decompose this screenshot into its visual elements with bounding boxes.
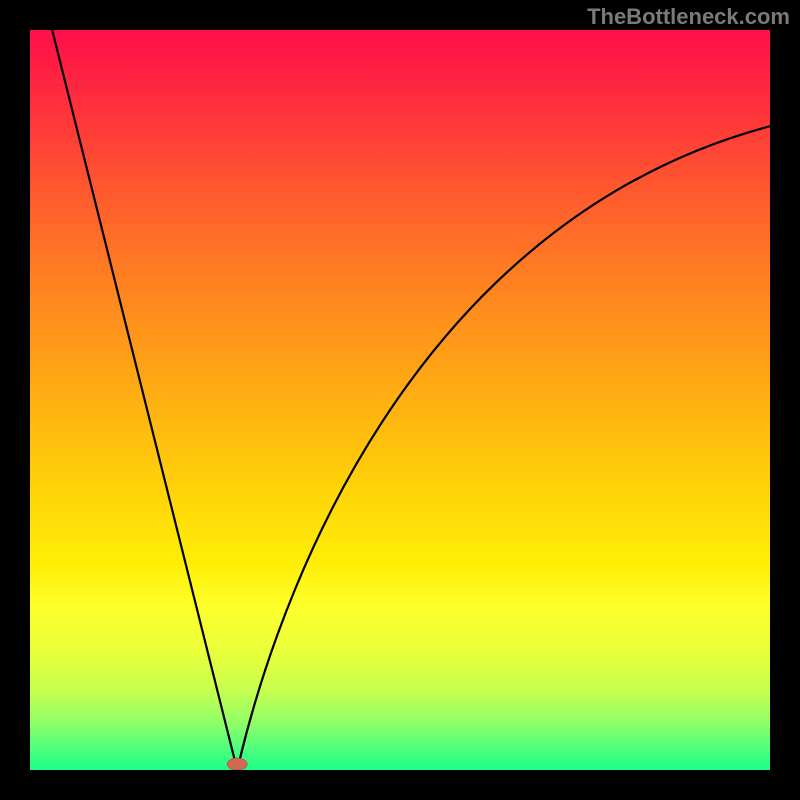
watermark-text: TheBottleneck.com — [587, 4, 790, 30]
frame-right — [770, 0, 800, 800]
frame-left — [0, 0, 30, 800]
frame-bottom — [0, 770, 800, 800]
chart-container: TheBottleneck.com — [0, 0, 800, 800]
plot-background — [30, 30, 770, 770]
minimum-marker — [227, 758, 247, 770]
bottleneck-chart — [0, 0, 800, 800]
